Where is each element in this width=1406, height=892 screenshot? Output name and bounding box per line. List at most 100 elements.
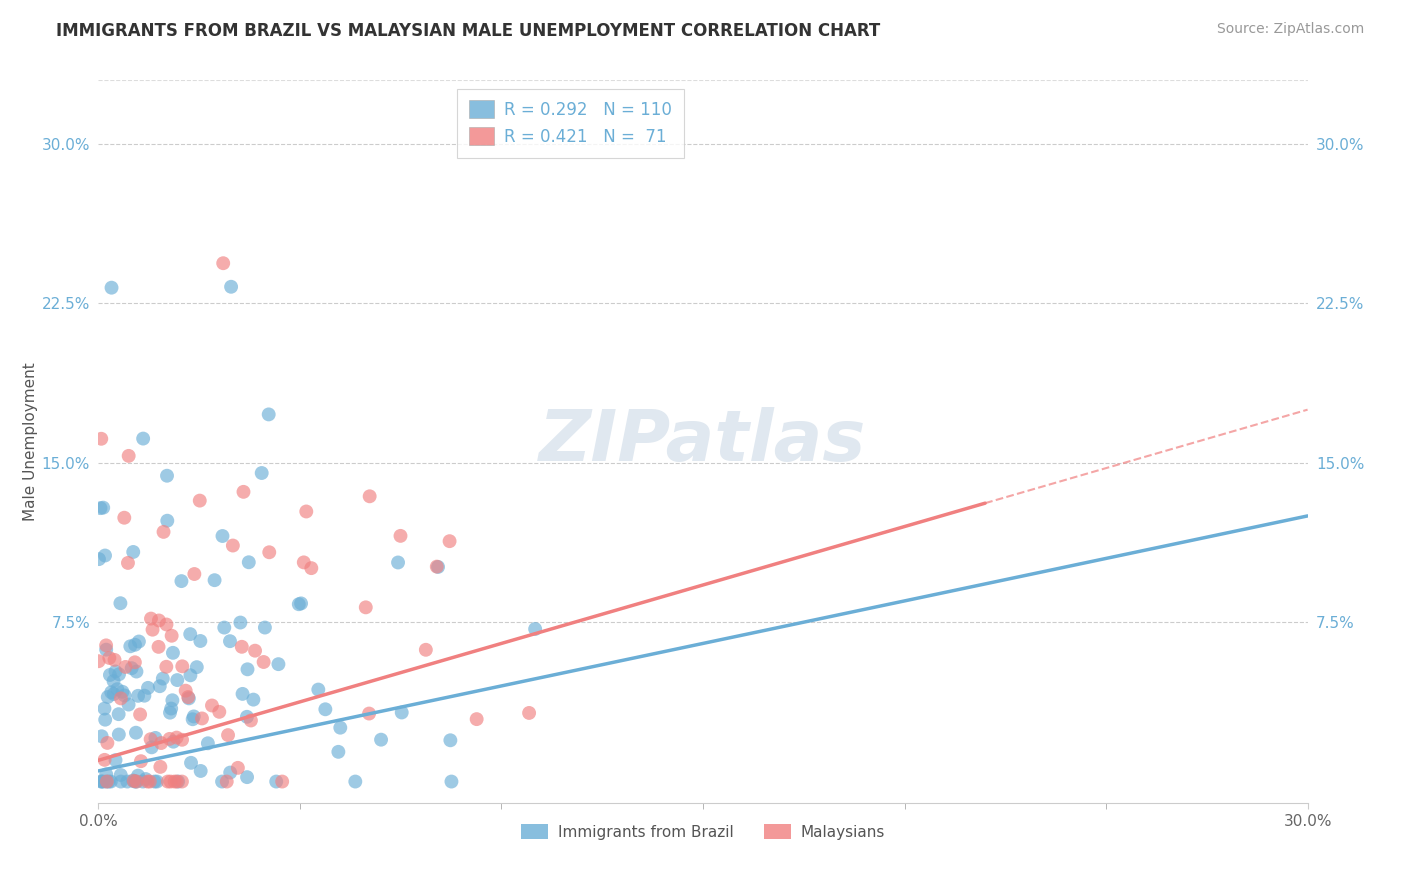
Point	[389, 529, 412, 543]
Point	[91, 774, 114, 789]
Point	[156, 468, 179, 483]
Point	[236, 770, 259, 784]
Point	[162, 646, 184, 660]
Legend: Immigrants from Brazil, Malaysians: Immigrants from Brazil, Malaysians	[515, 818, 891, 846]
Point	[156, 774, 179, 789]
Point	[97, 774, 120, 789]
Point	[114, 660, 136, 674]
Point	[149, 679, 172, 693]
Point	[141, 623, 163, 637]
Text: Source: ZipAtlas.com: Source: ZipAtlas.com	[1216, 22, 1364, 37]
Point	[391, 706, 413, 720]
Point	[118, 449, 141, 463]
Point	[139, 774, 162, 789]
Point	[110, 691, 132, 706]
Point	[211, 774, 233, 789]
Point	[128, 634, 150, 648]
Point	[122, 773, 145, 788]
Point	[370, 732, 392, 747]
Point	[191, 711, 214, 725]
Point	[267, 657, 290, 672]
Point	[160, 629, 183, 643]
Point	[121, 661, 143, 675]
Point	[160, 701, 183, 715]
Point	[159, 706, 181, 720]
Point	[354, 600, 377, 615]
Point	[139, 611, 162, 625]
Point	[122, 773, 145, 788]
Point	[105, 682, 128, 697]
Point	[139, 732, 162, 747]
Point	[292, 555, 315, 569]
Point	[232, 687, 254, 701]
Point	[93, 753, 115, 767]
Point	[186, 660, 208, 674]
Point	[149, 760, 172, 774]
Point	[290, 596, 312, 610]
Point	[100, 281, 122, 295]
Point	[201, 698, 224, 713]
Point	[179, 627, 201, 641]
Point	[177, 691, 200, 706]
Point	[179, 668, 201, 682]
Point	[174, 683, 197, 698]
Point	[214, 621, 236, 635]
Point	[112, 510, 135, 524]
Point	[136, 774, 159, 789]
Point	[177, 690, 200, 704]
Point	[252, 655, 274, 669]
Point	[465, 712, 488, 726]
Point	[104, 665, 127, 679]
Point	[232, 484, 254, 499]
Point	[212, 256, 235, 270]
Point	[439, 733, 461, 747]
Point	[124, 774, 146, 789]
Point	[222, 539, 245, 553]
Point	[329, 721, 352, 735]
Point	[98, 668, 121, 682]
Point	[96, 774, 118, 789]
Point	[426, 559, 449, 574]
Point	[183, 567, 205, 582]
Point	[104, 753, 127, 767]
Point	[103, 687, 125, 701]
Point	[111, 685, 134, 699]
Point	[190, 634, 212, 648]
Point	[239, 714, 262, 728]
Point	[124, 638, 146, 652]
Point	[181, 712, 204, 726]
Point	[204, 573, 226, 587]
Point	[148, 614, 170, 628]
Point	[162, 734, 184, 748]
Point	[180, 756, 202, 770]
Point	[150, 736, 173, 750]
Point	[134, 689, 156, 703]
Point	[242, 692, 264, 706]
Point	[238, 555, 260, 569]
Point	[211, 529, 233, 543]
Point	[219, 279, 242, 293]
Point	[114, 689, 136, 703]
Point	[159, 774, 181, 789]
Point	[148, 640, 170, 654]
Point	[110, 596, 132, 610]
Point	[166, 673, 188, 687]
Point	[307, 682, 329, 697]
Point	[135, 772, 157, 786]
Point	[108, 727, 131, 741]
Point	[152, 672, 174, 686]
Point	[517, 706, 540, 720]
Point	[117, 698, 139, 712]
Point	[172, 659, 194, 673]
Point	[91, 774, 114, 789]
Point	[156, 514, 179, 528]
Point	[94, 713, 117, 727]
Point	[439, 534, 461, 549]
Point	[524, 622, 547, 636]
Point	[146, 774, 169, 789]
Point	[129, 707, 152, 722]
Point	[231, 640, 253, 654]
Point	[170, 774, 193, 789]
Point	[125, 725, 148, 739]
Point	[257, 408, 280, 422]
